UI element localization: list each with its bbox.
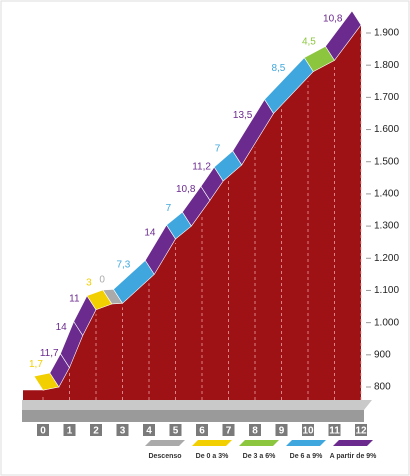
- platform-top: [22, 400, 372, 410]
- grade-label: 14: [56, 322, 68, 333]
- x-tick-label: 2: [93, 426, 99, 437]
- y-tick-label: 1.900: [374, 28, 399, 39]
- grade-label: 4,5: [302, 37, 316, 48]
- legend-swatch: [333, 440, 373, 446]
- y-tick-label: 1.200: [374, 253, 399, 264]
- grade-label: 7: [215, 144, 221, 155]
- x-tick-label: 12: [355, 426, 367, 437]
- legend-label: De 3 a 6%: [243, 453, 276, 460]
- legend-label: De 6 a 9%: [290, 453, 323, 460]
- km-box: [169, 424, 182, 436]
- y-tick-label: 800: [374, 382, 391, 393]
- km-box: [90, 424, 102, 436]
- y-tick-label: 1.600: [374, 124, 399, 135]
- x-tick-label: 4: [146, 426, 152, 437]
- y-tick-label: 1.800: [374, 60, 399, 71]
- y-tick-label: 1.700: [374, 92, 399, 103]
- x-tick-label: 8: [252, 426, 258, 437]
- x-tick-label: 5: [173, 426, 179, 437]
- profile-area: [23, 24, 361, 400]
- km-box: [116, 424, 129, 436]
- grade-label: 8,5: [271, 63, 285, 74]
- grade-segment: [325, 10, 362, 61]
- legend-label: A partir de 9%: [330, 453, 378, 460]
- grade-label: 11,7: [40, 348, 59, 359]
- y-tick-label: 1.100: [374, 285, 399, 296]
- grade-label: 7: [166, 203, 172, 214]
- km-box: [328, 424, 341, 436]
- legend-swatch: [286, 440, 326, 446]
- y-tick-label: 1.300: [374, 221, 399, 232]
- x-tick-label: 10: [302, 426, 314, 437]
- grade-label: 13,5: [233, 110, 253, 121]
- y-tick-label: 1.000: [374, 317, 399, 328]
- x-tick-label: 3: [120, 426, 126, 437]
- x-tick-label: 6: [199, 426, 205, 437]
- y-tick-label: 1.500: [374, 156, 399, 167]
- km-box: [63, 424, 76, 436]
- x-tick-label: 9: [279, 426, 285, 437]
- grade-label: 11: [69, 293, 80, 304]
- grade-label: 3: [86, 278, 92, 289]
- km-box: [222, 424, 235, 436]
- y-tick-label: 1.400: [374, 189, 399, 200]
- km-box: [275, 424, 288, 436]
- km-box: [143, 424, 155, 436]
- legend-swatch: [192, 440, 232, 446]
- km-box: [302, 424, 314, 436]
- legend-swatch: [145, 440, 185, 446]
- grade-label: 1,7: [29, 359, 43, 370]
- grade-label: 0: [99, 274, 105, 285]
- km-box: [355, 424, 367, 436]
- legend-label: Descenso: [148, 453, 181, 460]
- grade-label: 14: [144, 227, 156, 238]
- km-box: [196, 424, 208, 436]
- grade-label: 10,8: [323, 13, 343, 24]
- x-tick-label: 7: [226, 426, 232, 437]
- legend-label: De 0 a 3%: [196, 453, 229, 460]
- platform-front: [22, 410, 364, 422]
- x-tick-label: 11: [329, 426, 340, 437]
- y-tick-label: 900: [374, 349, 391, 360]
- grade-label: 10,8: [176, 184, 196, 195]
- km-box: [37, 424, 49, 436]
- km-box: [249, 424, 261, 436]
- legend-swatch: [239, 440, 279, 446]
- x-tick-label: 1: [67, 426, 73, 437]
- grade-label: 7,3: [116, 259, 130, 270]
- grade-label: 11,2: [192, 161, 211, 172]
- x-tick-label: 0: [40, 426, 46, 437]
